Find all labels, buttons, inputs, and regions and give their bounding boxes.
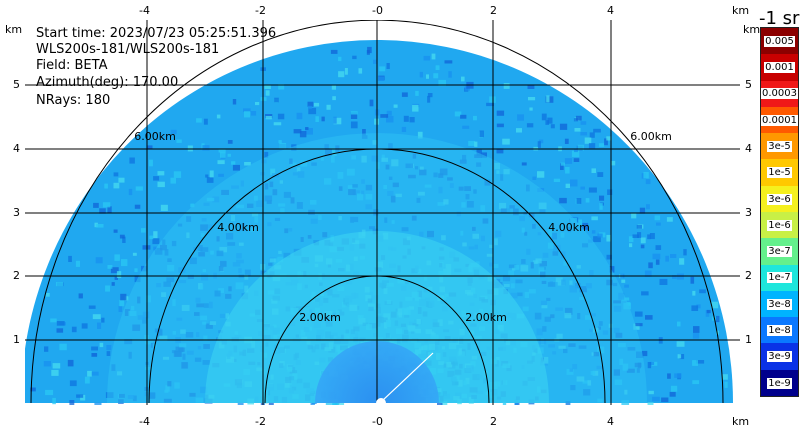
y-tick-left-3: 3 [13,206,20,219]
y-tick-left-2: 2 [13,269,20,282]
x-tick-bottom-0: -0 [372,415,383,428]
x-tick-bottom-neg4: -4 [139,415,150,428]
x-tick-top-2: 2 [490,4,497,17]
colorbar-level-label: 0.0001 [761,114,798,126]
x-unit-top: km [732,4,750,17]
ring-label-4km-left: 4.00km [217,221,259,234]
field-text: Field: BETA [36,58,108,73]
y-tick-right-3: 3 [745,206,752,219]
colorbar-units-label: -1 sr [759,8,800,29]
x-tick-bottom-neg2: -2 [255,415,266,428]
start-time-text: Start time: 2023/07/23 05:25:51.396 [36,26,277,41]
instrument-text: WLS200s-181/WLS200s-181 [36,42,220,57]
y-tick-left-1: 1 [13,333,20,346]
y-unit-left: km [5,23,23,36]
y-tick-right-2: 2 [745,269,752,282]
ring-label-6km-left: 6.00km [134,130,176,143]
ring-label-4km-right: 4.00km [548,221,590,234]
colorbar-level-label: 3e-8 [767,298,792,310]
ring-label-2km-right: 2.00km [465,311,507,324]
y-tick-right-1: 1 [745,333,752,346]
colorbar-level-label: 3e-7 [767,246,792,258]
colorbar-level: 1e-6 [761,212,798,239]
radar-ppi-image [25,20,740,405]
range-rings [30,20,724,404]
colorbar-level-label: 1e-7 [767,272,792,284]
colorbar-level: 0.005 [761,28,798,55]
x-tick-top-0: -0 [372,4,383,17]
y-unit-right: km [743,23,761,36]
colorbar-level-label: 3e-9 [767,351,792,363]
colorbar-level-label: 1e-6 [767,219,792,231]
colorbar-level: 3e-9 [761,343,798,371]
x-tick-top-neg4: -4 [139,4,150,17]
colorbar-level: 1e-8 [761,317,798,344]
colorbar-level: 3e-6 [761,185,798,213]
colorbar-level-label: 1e-5 [767,167,792,179]
ring-label-6km-right: 6.00km [630,130,672,143]
x-tick-bottom-4: 4 [607,415,614,428]
azimuth-ray [380,352,434,403]
colorbar-level: 3e-7 [761,238,798,266]
ring-label-2km-left: 2.00km [299,311,341,324]
colorbar-level-label: 1e-8 [767,325,792,337]
nrays-text: NRays: 180 [36,93,111,108]
radar-origin [376,398,386,405]
y-tick-right-4: 4 [745,142,752,155]
colorbar-level-label: 0.0003 [761,88,798,100]
colorbar-level-label: 3e-5 [767,141,792,153]
colorbar-level-label: 1e-9 [767,377,792,389]
colorbar-level: 0.001 [761,54,798,82]
colorbar: 0.005 0.001 0.0003 0.0001 3e-5 1e-5 3e-6 1e-6 3e… [760,27,799,397]
colorbar-level: 3e-8 [761,290,798,318]
colorbar-level-label: 3e-6 [767,193,792,205]
colorbar-level-label: 0.001 [764,62,795,74]
x-tick-top-4: 4 [607,4,614,17]
colorbar-level: 0.0003 [761,80,798,108]
x-tick-top-neg2: -2 [255,4,266,17]
colorbar-level-label: 0.005 [764,35,795,47]
colorbar-level: 0.0001 [761,106,798,134]
colorbar-level: 1e-9 [761,369,798,397]
y-tick-left-4: 4 [13,142,20,155]
radar-plot[interactable] [25,20,740,405]
y-tick-left-5: 5 [13,78,20,91]
colorbar-level: 1e-5 [761,159,798,187]
y-tick-right-5: 5 [745,78,752,91]
colorbar-level: 1e-7 [761,264,798,292]
azimuth-text: Azimuth(deg): 170.00 [36,75,179,90]
colorbar-level: 3e-5 [761,133,798,160]
x-tick-bottom-2: 2 [490,415,497,428]
x-unit-bottom: km [732,415,750,428]
